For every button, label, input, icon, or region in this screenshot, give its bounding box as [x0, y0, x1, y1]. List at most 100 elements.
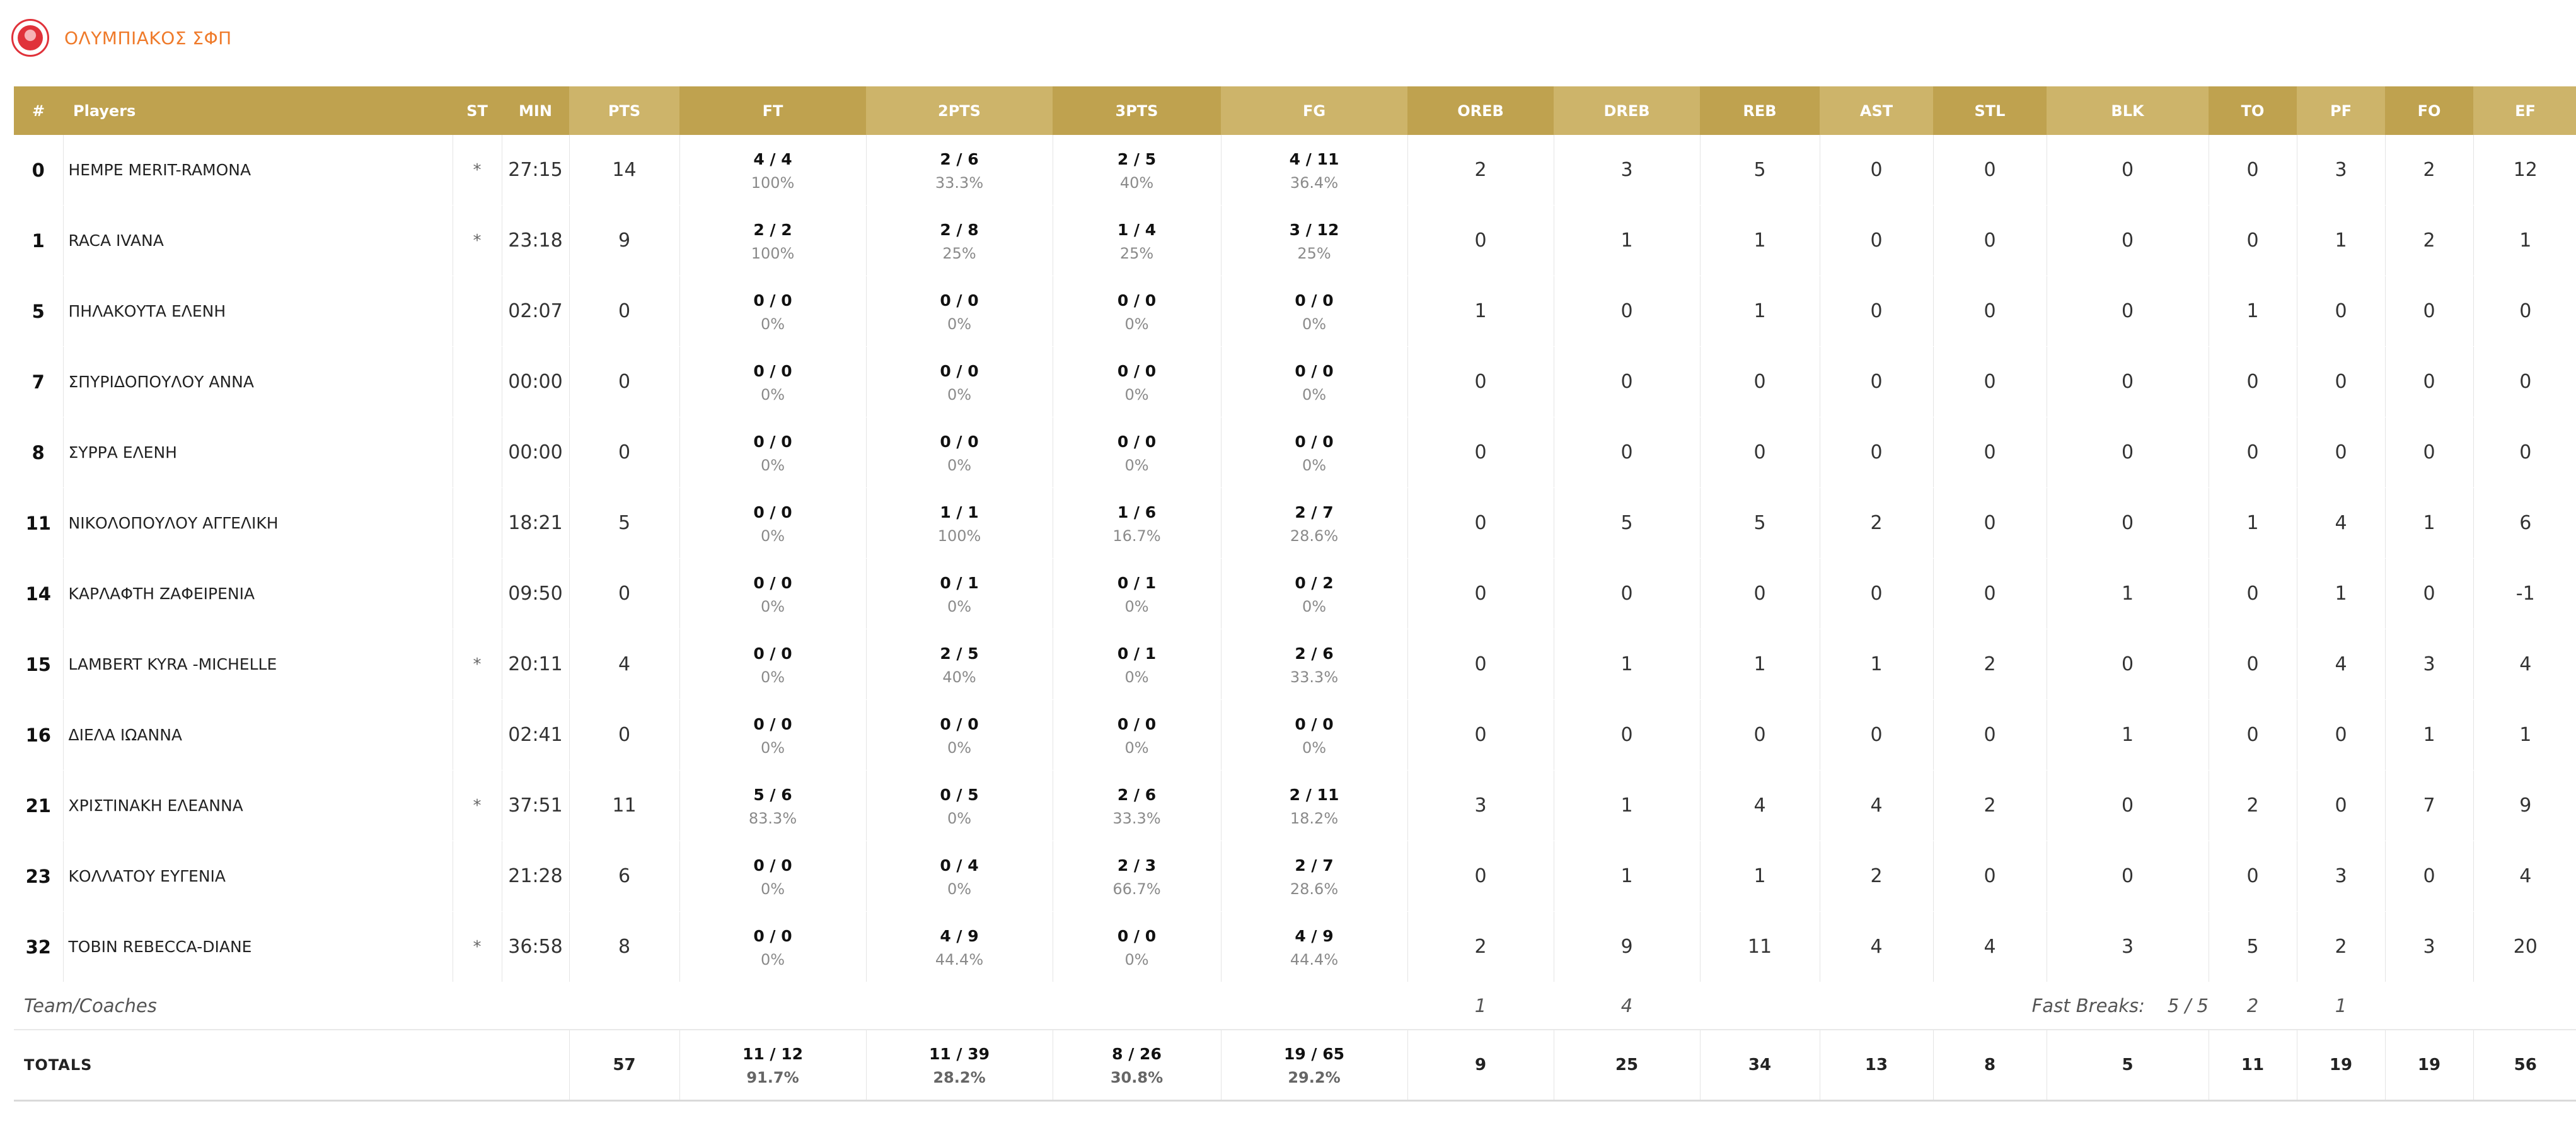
three-pointers-made: 1 / 6: [1117, 503, 1157, 521]
column-header-pts[interactable]: PTS: [569, 86, 679, 135]
field-goals-percent: 28.6%: [1290, 527, 1339, 545]
column-header-dreb[interactable]: DREB: [1554, 86, 1700, 135]
column-header-oreb[interactable]: OREB: [1407, 86, 1554, 135]
column-header-fg[interactable]: FG: [1221, 86, 1407, 135]
stat-stl: 0: [1932, 558, 2047, 629]
stat-fo: 0: [2384, 558, 2473, 629]
box-score-table: # Players ST MIN PTS FT 2PTS 3PTS FG OREB DREB REB A…: [14, 86, 2576, 1102]
three-pointers-percent: 0%: [1124, 315, 1149, 333]
three-pointers: 0 / 1 0%: [1052, 558, 1221, 629]
total-pf: 19: [2296, 1029, 2385, 1102]
column-header-ast[interactable]: AST: [1820, 86, 1933, 135]
player-row: 7 ΣΠΥΡΙΔΟΠΟΥΛΟΥ ΑΝΝΑ 00:00 0 0 / 0 0% 0 / 0 0% 0…: [14, 346, 2576, 417]
field-goals-made: 2 / 11: [1289, 785, 1339, 804]
free-throws-percent: 0%: [760, 527, 785, 545]
column-header-pf[interactable]: PF: [2297, 86, 2385, 135]
points: 5: [569, 487, 679, 559]
stat-ef: 0: [2473, 276, 2576, 347]
column-header-min[interactable]: MIN: [502, 86, 569, 135]
stat-dreb: 5: [1553, 487, 1700, 559]
two-pointers: 0 / 0 0%: [865, 276, 1053, 347]
column-header-fo[interactable]: FO: [2385, 86, 2473, 135]
player-name[interactable]: ΝΙΚΟΛΟΠΟΥΛΟΥ ΑΓΓΕΛΙΚΗ: [62, 487, 453, 559]
points: 0: [569, 346, 679, 417]
player-name[interactable]: ΣΥΡΡΑ ΕΛΕΝΗ: [62, 417, 453, 488]
stat-ast: 0: [1819, 417, 1933, 488]
stat-fo: 0: [2384, 346, 2473, 417]
player-name[interactable]: RACA IVANA: [62, 205, 453, 276]
stat-blk: 1: [2046, 558, 2209, 629]
two-pointers-percent: 0%: [947, 880, 972, 898]
free-throws: 0 / 0 0%: [679, 911, 866, 982]
column-header-2pts[interactable]: 2PTS: [866, 86, 1053, 135]
column-header-to[interactable]: TO: [2209, 86, 2297, 135]
column-header-blk[interactable]: BLK: [2047, 86, 2209, 135]
three-pointers-percent: 25%: [1119, 244, 1154, 262]
two-pointers: 0 / 5 0%: [865, 770, 1053, 841]
starter-mark: [452, 276, 502, 347]
stat-ef: 0: [2473, 417, 2576, 488]
three-pointers: 0 / 0 0%: [1052, 346, 1221, 417]
column-header-3pts[interactable]: 3PTS: [1053, 86, 1221, 135]
player-name[interactable]: ΚΑΡΛΑΦΤΗ ΖΑΦΕΙΡΕΝΙΑ: [62, 558, 453, 629]
player-name[interactable]: ΔΙΕΛΑ ΙΩΑΝΝΑ: [62, 699, 453, 771]
total-ast: 13: [1819, 1029, 1933, 1102]
column-header-stl[interactable]: STL: [1933, 86, 2047, 135]
total-free-throws-percent: 91.7%: [746, 1069, 799, 1086]
stat-pf: 3: [2296, 135, 2385, 206]
stat-ef: 12: [2473, 135, 2576, 206]
field-goals-made: 4 / 9: [1295, 926, 1334, 945]
column-header-reb[interactable]: REB: [1700, 86, 1820, 135]
fast-breaks-label: Fast Breaks:: [2031, 995, 2145, 1016]
stat-blk: 0: [2046, 135, 2209, 206]
column-header-ft[interactable]: FT: [679, 86, 866, 135]
three-pointers-percent: 0%: [1124, 738, 1149, 757]
stat-ast: 2: [1819, 487, 1933, 559]
stat-pf: 1: [2296, 205, 2385, 276]
stat-stl: 2: [1932, 770, 2047, 841]
two-pointers: 4 / 9 44.4%: [865, 911, 1053, 982]
total-ef: 56: [2473, 1029, 2576, 1102]
player-name[interactable]: ΠΗΛΑΚΟΥΤΑ ΕΛΕΝΗ: [62, 276, 453, 347]
free-throws-made: 4 / 4: [753, 149, 792, 168]
field-goals-percent: 0%: [1302, 597, 1327, 615]
stat-blk: 1: [2046, 699, 2209, 771]
field-goals-percent: 28.6%: [1290, 880, 1339, 898]
stat-fo: 0: [2384, 841, 2473, 912]
column-header-ef[interactable]: EF: [2473, 86, 2576, 135]
stat-fo: 0: [2384, 276, 2473, 347]
player-name[interactable]: LAMBERT KYRA -MICHELLE: [62, 629, 453, 700]
stat-fo: 3: [2384, 911, 2473, 982]
stat-ast: 0: [1819, 205, 1933, 276]
player-number: 15: [14, 629, 63, 700]
stat-oreb: 0: [1407, 417, 1554, 488]
two-pointers-percent: 25%: [942, 244, 976, 262]
player-name[interactable]: TOBIN REBECCA-DIANE: [62, 911, 453, 982]
stat-reb: 5: [1699, 135, 1820, 206]
column-header-players[interactable]: Players: [63, 86, 453, 135]
player-name[interactable]: HEMPE MERIT-RAMONA: [62, 135, 453, 206]
team-name[interactable]: ΟΛΥΜΠΙΑΚΟΣ ΣΦΠ: [64, 27, 232, 49]
player-name[interactable]: ΧΡΙΣΤΙΝΑΚΗ ΕΛΕΑΝΝΑ: [62, 770, 453, 841]
stat-ast: 4: [1819, 770, 1933, 841]
stat-pf: 3: [2296, 841, 2385, 912]
stat-dreb: 0: [1553, 346, 1700, 417]
stat-stl: 0: [1932, 699, 2047, 771]
stat-stl: 0: [1932, 417, 2047, 488]
minutes: 23:18: [501, 205, 569, 276]
field-goals: 0 / 0 0%: [1220, 346, 1407, 417]
field-goals: 0 / 2 0%: [1220, 558, 1407, 629]
player-name[interactable]: ΣΠΥΡΙΔΟΠΟΥΛΟΥ ΑΝΝΑ: [62, 346, 453, 417]
three-pointers-percent: 0%: [1124, 950, 1149, 969]
free-throws-percent: 0%: [760, 738, 785, 757]
column-header-st[interactable]: ST: [453, 86, 502, 135]
starter-mark: [452, 841, 502, 912]
column-header-[interactable]: #: [14, 86, 63, 135]
player-row: 0 HEMPE MERIT-RAMONA * 27:15 14 4 / 4 100% 2 / …: [14, 135, 2576, 206]
minutes: 20:11: [501, 629, 569, 700]
free-throws-made: 2 / 2: [753, 220, 792, 239]
player-name[interactable]: ΚΟΛΛΑΤΟΥ ΕΥΓΕΝΙΑ: [62, 841, 453, 912]
three-pointers: 0 / 1 0%: [1052, 629, 1221, 700]
field-goals-made: 0 / 0: [1295, 291, 1334, 310]
